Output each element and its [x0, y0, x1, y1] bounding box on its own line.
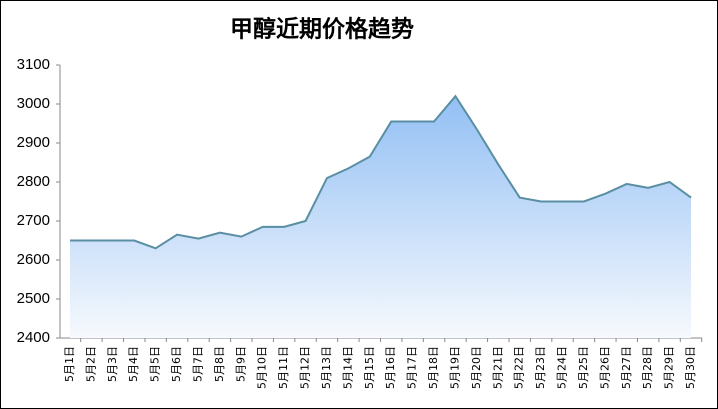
y-tick-label: 2900: [17, 134, 50, 151]
y-tick-label: 2600: [17, 251, 50, 268]
x-tick-label: 5月14日: [341, 346, 354, 389]
x-tick-label: 5月30日: [684, 346, 697, 389]
x-tick-label: 5月16日: [384, 346, 397, 389]
x-tick-label: 5月15日: [363, 346, 376, 389]
y-tick-label: 2700: [17, 212, 50, 229]
x-tick-label: 5月18日: [427, 346, 440, 389]
x-tick-label: 5月8日: [213, 346, 226, 382]
x-tick-label: 5月10日: [256, 346, 269, 389]
x-tick-label: 5月6日: [170, 346, 183, 382]
x-tick-label: 5月3日: [106, 346, 119, 382]
x-tick-label: 5月9日: [234, 346, 247, 382]
area: [70, 96, 691, 338]
x-tick-label: 5月17日: [406, 346, 419, 389]
x-tick-label: 5月12日: [299, 346, 312, 389]
x-tick-label: 5月4日: [127, 346, 140, 382]
x-tick-label: 5月20日: [470, 346, 483, 389]
x-tick-label: 5月5日: [149, 346, 162, 382]
x-tick-label: 5月19日: [448, 346, 461, 389]
x-tick-label: 5月11日: [277, 346, 290, 389]
x-tick-label: 5月26日: [598, 346, 611, 389]
x-tick-label: 5月23日: [534, 346, 547, 389]
y-tick-label: 3000: [17, 95, 50, 112]
x-tick-label: 5月21日: [491, 346, 504, 389]
x-tick-label: 5月28日: [641, 346, 654, 389]
x-tick-label: 5月2日: [84, 346, 97, 382]
y-tick-label: 2800: [17, 173, 50, 190]
y-tick-label: 3100: [17, 56, 50, 73]
x-tick-label: 5月22日: [513, 346, 526, 389]
x-tick-label: 5月25日: [577, 346, 590, 389]
y-tick-label: 2400: [17, 329, 50, 346]
chart-title: 甲醇近期价格趋势: [230, 16, 414, 43]
y-tick-label: 2500: [17, 290, 50, 307]
x-tick-label: 5月7日: [191, 346, 204, 382]
x-tick-label: 5月1日: [63, 346, 76, 382]
x-tick-label: 5月27日: [620, 346, 633, 389]
x-tick-label: 5月24日: [556, 346, 569, 389]
x-tick-label: 5月13日: [320, 346, 333, 389]
x-tick-label: 5月29日: [663, 346, 676, 389]
line: [70, 94, 692, 250]
